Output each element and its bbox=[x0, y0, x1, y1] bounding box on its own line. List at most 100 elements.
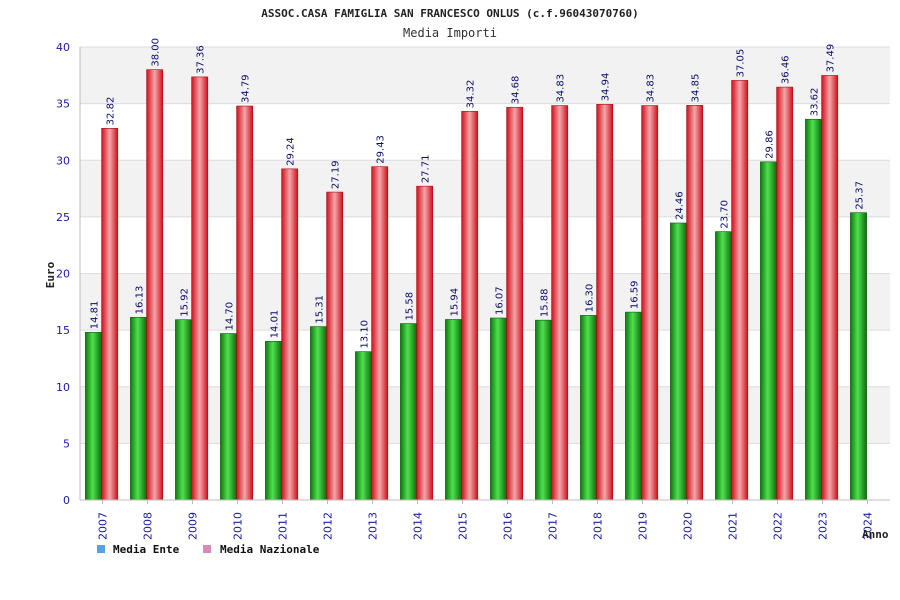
bar-media-ente bbox=[355, 351, 372, 501]
y-tick-label: 25 bbox=[56, 211, 70, 224]
bar-media-nazionale bbox=[551, 105, 569, 501]
legend-swatch-media-nazionale bbox=[203, 545, 211, 553]
grid-band bbox=[80, 330, 890, 387]
x-tick-label: 2012 bbox=[322, 512, 335, 540]
y-tick-label: 40 bbox=[56, 41, 70, 54]
bar-media-ente bbox=[130, 317, 147, 501]
x-tick-label: 2023 bbox=[817, 512, 830, 540]
bar-media-nazionale bbox=[821, 75, 839, 501]
bar-media-nazionale bbox=[641, 105, 659, 501]
bar-media-nazionale bbox=[686, 105, 704, 501]
grid-band bbox=[80, 216, 890, 274]
data-label: 15.88 bbox=[540, 289, 551, 318]
data-label: 33.62 bbox=[810, 88, 821, 117]
data-label: 29.24 bbox=[286, 137, 297, 166]
bar-media-ente bbox=[265, 341, 282, 501]
data-label: 37.36 bbox=[196, 45, 207, 74]
y-tick-label: 20 bbox=[56, 268, 70, 281]
bar-media-ente bbox=[670, 222, 687, 501]
x-tick-label: 2020 bbox=[682, 512, 695, 540]
data-label: 36.46 bbox=[781, 55, 792, 84]
data-label: 29.43 bbox=[376, 135, 387, 164]
y-tick-label: 35 bbox=[56, 98, 70, 111]
bar-media-nazionale bbox=[416, 185, 434, 501]
x-tick-label: 2010 bbox=[232, 512, 245, 540]
grid-band bbox=[80, 443, 890, 500]
bar-media-nazionale bbox=[461, 111, 479, 501]
legend-label-media-ente: Media Ente bbox=[113, 543, 180, 556]
data-label: 37.05 bbox=[736, 49, 747, 78]
grid-band bbox=[80, 103, 890, 161]
legend: Media Ente Media Nazionale bbox=[97, 543, 320, 556]
x-axis-ticks: 2007 2008 2009 2010 2011 2012 2013 2014 2015 2016… bbox=[97, 512, 875, 540]
data-label: 34.32 bbox=[466, 80, 477, 109]
grid-band bbox=[80, 47, 890, 104]
x-tick-label: 2018 bbox=[592, 512, 605, 540]
grid-band bbox=[80, 386, 890, 444]
data-label: 34.79 bbox=[241, 74, 252, 103]
data-label: 16.59 bbox=[630, 280, 641, 309]
chart-title: ASSOC.CASA FAMIGLIA SAN FRANCESCO ONLUS … bbox=[261, 7, 639, 20]
bar-media-nazionale bbox=[101, 128, 119, 501]
bar-media-ente bbox=[220, 333, 237, 501]
data-label: 24.46 bbox=[675, 191, 686, 220]
grid-bands bbox=[80, 47, 890, 500]
y-tick-label: 5 bbox=[63, 437, 70, 450]
bar-media-ente bbox=[715, 231, 732, 501]
x-tick-label: 2009 bbox=[187, 512, 200, 540]
x-tick-label: 2022 bbox=[772, 512, 785, 540]
y-tick-label: 30 bbox=[56, 154, 70, 167]
data-label: 27.71 bbox=[421, 155, 432, 184]
x-tick-label: 2015 bbox=[457, 512, 470, 540]
data-label: 14.81 bbox=[90, 301, 101, 330]
x-tick-label: 2014 bbox=[412, 512, 425, 540]
legend-label-media-nazionale: Media Nazionale bbox=[220, 543, 320, 556]
x-tick-label: 2011 bbox=[277, 512, 290, 540]
data-label: 15.58 bbox=[405, 292, 416, 321]
data-label: 38.00 bbox=[151, 38, 162, 67]
bar-media-ente bbox=[310, 326, 327, 501]
bar-media-nazionale bbox=[506, 106, 524, 501]
data-label: 34.83 bbox=[556, 74, 567, 103]
bar-media-ente bbox=[625, 311, 642, 501]
data-label: 34.94 bbox=[601, 73, 612, 102]
x-tick-label: 2016 bbox=[502, 512, 515, 540]
bar-media-ente bbox=[760, 161, 777, 501]
value-labels: 14.81 32.82 16.13 38.00 15.92 37.36 14.70 34.79… bbox=[90, 38, 866, 349]
bar-media-nazionale bbox=[731, 80, 749, 501]
grid-band bbox=[80, 160, 890, 217]
data-label: 29.86 bbox=[765, 130, 776, 159]
y-tick-label: 10 bbox=[56, 381, 70, 394]
bar-media-nazionale bbox=[371, 166, 389, 501]
data-label: 34.68 bbox=[511, 76, 522, 105]
y-tick-label: 15 bbox=[56, 324, 70, 337]
bar-media-ente bbox=[850, 212, 867, 501]
axes bbox=[79, 47, 890, 504]
data-label: 34.85 bbox=[691, 74, 702, 103]
x-axis-label: Anno bbox=[862, 528, 889, 541]
chart-subtitle: Media Importi bbox=[403, 26, 497, 40]
y-axis-ticks: 0 5 10 15 20 25 30 35 40 bbox=[56, 41, 70, 507]
x-tick-label: 2021 bbox=[727, 512, 740, 540]
data-label: 14.01 bbox=[270, 310, 281, 339]
x-tick-label: 2007 bbox=[97, 512, 110, 540]
x-tick-label: 2017 bbox=[547, 512, 560, 540]
bar-media-nazionale bbox=[191, 76, 209, 501]
bar-media-nazionale bbox=[776, 86, 794, 501]
data-label: 23.70 bbox=[720, 200, 731, 229]
y-tick-label: 0 bbox=[63, 494, 70, 507]
bar-media-ente bbox=[805, 118, 822, 501]
data-label: 16.13 bbox=[135, 286, 146, 315]
data-label: 16.30 bbox=[585, 284, 596, 313]
data-label: 34.83 bbox=[646, 74, 657, 103]
bar-media-ente bbox=[400, 323, 417, 501]
x-tick-label: 2024 bbox=[862, 512, 875, 540]
grid-band bbox=[80, 273, 890, 331]
data-label: 14.70 bbox=[225, 302, 236, 331]
data-label: 15.92 bbox=[180, 288, 191, 317]
data-label: 27.19 bbox=[331, 160, 342, 189]
data-label: 15.31 bbox=[315, 295, 326, 324]
data-label: 15.94 bbox=[450, 288, 461, 317]
x-tick-label: 2019 bbox=[637, 512, 650, 540]
